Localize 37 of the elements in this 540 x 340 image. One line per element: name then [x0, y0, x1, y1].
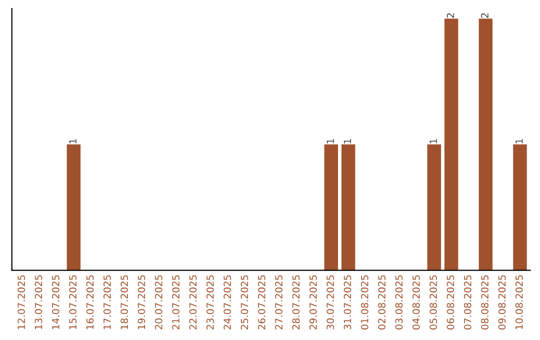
- x-tick-label: 20.07.2025: [154, 275, 162, 330]
- x-tick-label: 16.07.2025: [86, 275, 94, 330]
- x-tick-label: 18.07.2025: [120, 275, 128, 330]
- data-label: 2: [481, 13, 488, 18]
- x-tick-label: 19.07.2025: [138, 275, 146, 330]
- x-tick-label: 27.07.2025: [275, 275, 282, 330]
- x-tick-label: 02.08.2025: [378, 275, 386, 330]
- x-tick-label: 15.07.2025: [69, 275, 76, 330]
- x-tick-label: 07.08.2025: [464, 275, 472, 330]
- x-tick-label: 06.08.2025: [446, 275, 454, 330]
- data-label: 1: [344, 139, 352, 144]
- x-tick-label: 04.08.2025: [412, 275, 420, 330]
- x-tick-label: 25.07.2025: [240, 275, 248, 330]
- data-label: 1: [69, 139, 76, 144]
- x-tick-label: 05.08.2025: [430, 275, 437, 330]
- data-label: 1: [326, 139, 334, 144]
- x-tick-label: 24.07.2025: [224, 275, 231, 330]
- x-tick-label: 31.07.2025: [344, 275, 352, 330]
- x-tick-label: 30.07.2025: [326, 275, 334, 330]
- x-tick-label: 14.07.2025: [52, 275, 60, 330]
- x-tick-label: 28.07.2025: [292, 275, 300, 330]
- x-tick-label: 29.07.2025: [309, 275, 317, 330]
- x-tick-label: 08.08.2025: [481, 275, 488, 330]
- data-label: 1: [430, 139, 437, 144]
- x-tick-label: 21.07.2025: [172, 275, 180, 330]
- x-tick-label: 09.08.2025: [498, 275, 506, 330]
- x-tick-label: 22.07.2025: [189, 275, 197, 330]
- x-tick-label: 12.07.2025: [18, 275, 25, 330]
- x-tick-label: 17.07.2025: [103, 275, 111, 330]
- x-tick-label: 13.07.2025: [34, 275, 42, 330]
- data-label: 2: [446, 13, 454, 18]
- data-label: 1: [516, 139, 523, 144]
- x-tick-label: 03.08.2025: [395, 275, 403, 330]
- x-tick-label: 26.07.2025: [258, 275, 266, 330]
- x-tick-label: 23.07.2025: [206, 275, 214, 330]
- x-tick-label: 01.08.2025: [360, 275, 368, 330]
- x-tick-label: 10.08.2025: [515, 275, 523, 330]
